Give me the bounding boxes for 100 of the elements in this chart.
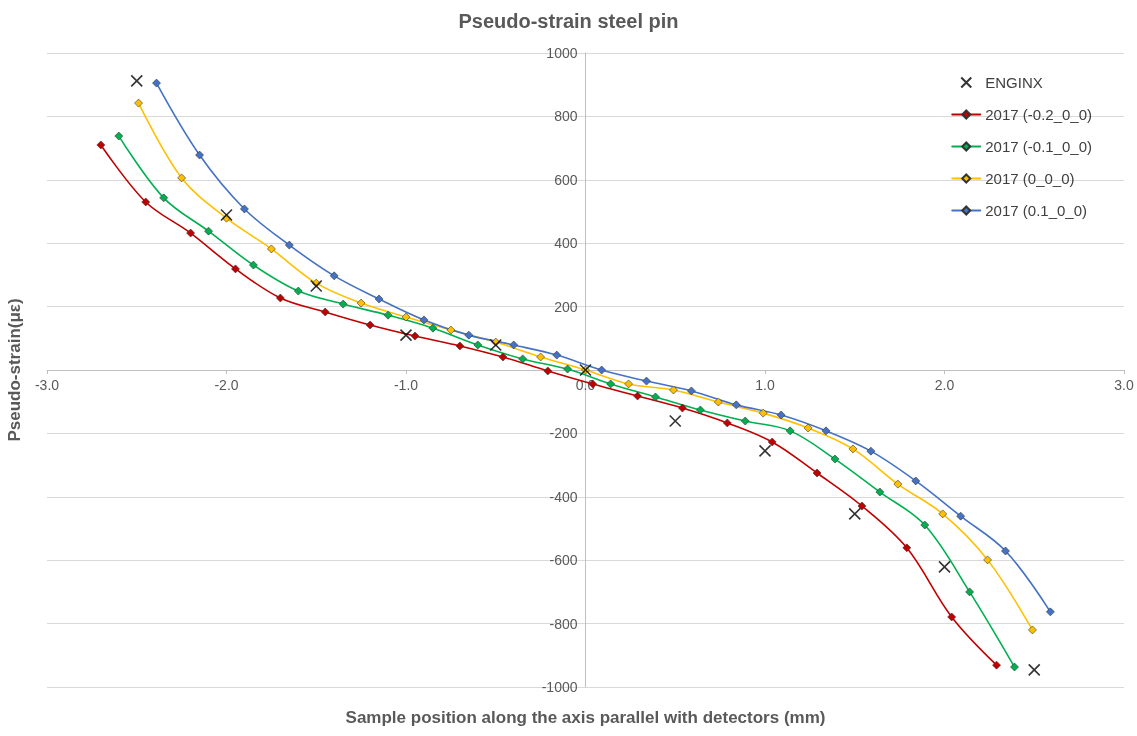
point	[875, 487, 885, 497]
point	[410, 331, 420, 341]
point	[543, 366, 553, 376]
point	[687, 386, 696, 396]
x-tick-label: 1.0	[755, 377, 775, 393]
point	[902, 543, 912, 553]
y-tick-label: 800	[554, 108, 578, 125]
point	[498, 352, 508, 362]
x-tick-label: 3.0	[1114, 377, 1134, 393]
point	[401, 312, 411, 322]
point	[776, 410, 786, 420]
point	[1028, 625, 1037, 635]
point	[141, 197, 151, 207]
point	[911, 476, 921, 486]
x-axis-title: Sample position along the axis parallel with detectors (mm)	[345, 708, 826, 727]
point	[195, 150, 204, 160]
legend-label: 2017 (-0.1_0_0)	[985, 138, 1093, 155]
point	[338, 299, 348, 309]
point	[848, 444, 858, 454]
point	[938, 509, 948, 519]
point	[1001, 546, 1010, 556]
point	[606, 379, 615, 389]
point	[130, 74, 144, 88]
point	[624, 379, 633, 389]
point	[830, 454, 840, 464]
point	[857, 501, 867, 511]
point	[428, 323, 438, 333]
point	[821, 426, 831, 436]
x-tick-label: -3.0	[34, 377, 60, 393]
point	[152, 78, 161, 88]
point	[509, 340, 518, 350]
point	[848, 507, 862, 521]
point	[473, 340, 483, 350]
point	[294, 286, 303, 296]
point	[668, 414, 682, 428]
point	[464, 330, 474, 340]
point	[785, 426, 795, 436]
legend-label: 2017 (-0.2_0_0)	[985, 106, 1093, 123]
point	[399, 328, 413, 342]
legend-label: ENGINX	[985, 74, 1043, 91]
point	[446, 325, 456, 335]
point	[723, 418, 732, 428]
point	[642, 376, 651, 386]
x-tick-label: -2.0	[214, 377, 239, 393]
point	[1046, 607, 1055, 617]
point	[678, 403, 687, 413]
point	[983, 555, 992, 565]
y-tick-label: 200	[554, 298, 578, 315]
chart-title: Pseudo-strain steel pin	[458, 10, 679, 32]
point	[920, 520, 930, 530]
point	[893, 479, 903, 489]
x-tick-label: 2.0	[934, 377, 955, 393]
point	[536, 352, 545, 362]
point	[249, 260, 258, 270]
point	[419, 315, 429, 325]
point	[186, 228, 195, 238]
point	[267, 244, 276, 254]
point	[159, 193, 168, 203]
y-tick-label: -200	[549, 425, 578, 442]
point	[633, 391, 642, 401]
x-tick-label: -1.0	[393, 377, 419, 393]
y-axis-title: Pseudo-strain(με)	[5, 298, 24, 442]
point	[731, 400, 741, 410]
point	[1027, 663, 1041, 677]
point	[696, 405, 705, 415]
point	[455, 341, 465, 351]
point	[812, 468, 822, 478]
point	[758, 444, 772, 458]
y-tick-label: -1000	[541, 679, 578, 695]
point	[714, 397, 723, 407]
point	[309, 279, 323, 293]
y-tick-label: 400	[554, 235, 578, 252]
point	[329, 271, 339, 281]
point	[489, 338, 503, 352]
point	[320, 307, 330, 317]
point	[740, 416, 750, 426]
point	[803, 423, 813, 433]
point	[231, 264, 240, 274]
point	[1010, 662, 1019, 672]
point	[651, 392, 660, 402]
point	[383, 310, 393, 320]
point	[947, 612, 956, 622]
point	[518, 354, 527, 364]
point	[240, 204, 249, 214]
point	[965, 587, 974, 597]
point	[96, 140, 106, 150]
point	[767, 437, 777, 447]
point	[992, 660, 1001, 670]
point	[669, 385, 678, 395]
point	[177, 173, 186, 183]
y-tick-label: 1000	[546, 45, 578, 61]
legend-label: 2017 (0.1_0_0)	[985, 202, 1088, 219]
point	[374, 294, 384, 304]
point	[276, 293, 285, 303]
y-tick-label: -400	[549, 488, 578, 505]
point	[285, 240, 294, 250]
point	[597, 365, 606, 375]
point	[758, 408, 768, 418]
point	[134, 98, 143, 108]
point	[220, 208, 233, 222]
